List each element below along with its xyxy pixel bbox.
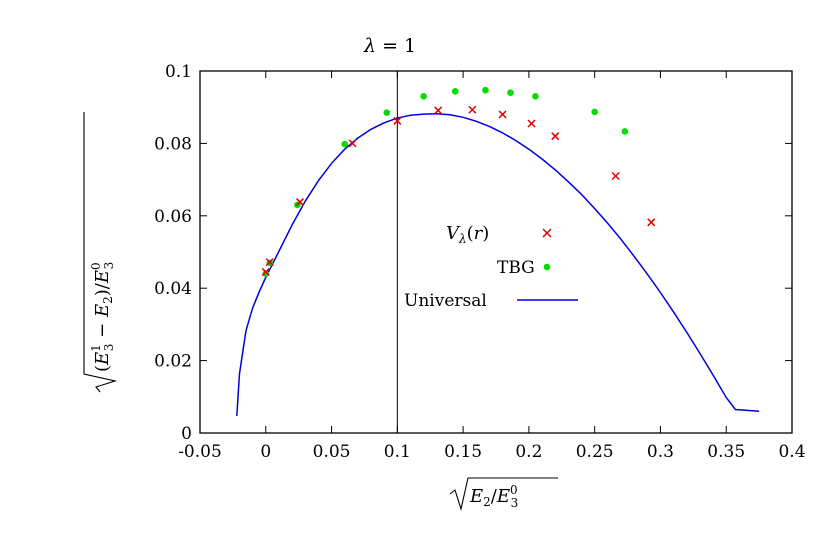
x-axis-ticks <box>199 71 793 433</box>
tbg-point <box>383 109 391 116</box>
v-lambda-point <box>527 119 536 128</box>
y-tick-label: 0.1 <box>165 62 192 82</box>
x-tick-label: 0.2 <box>515 442 542 462</box>
tbg-point <box>482 86 489 94</box>
tbg-point <box>420 93 427 100</box>
y-tick-label: 0 <box>181 424 192 444</box>
v-lambda-point <box>261 267 270 276</box>
y-tick-label: 0.08 <box>154 134 192 154</box>
v-lambda-point <box>295 198 305 207</box>
x-axis-label: E2/E0 3 <box>449 477 558 512</box>
tbg-series <box>262 86 629 278</box>
legend-label-tbg: TBG <box>497 258 535 278</box>
y-axis-ticks <box>200 70 792 434</box>
tbg-point <box>591 108 598 116</box>
tbg-point <box>507 89 514 97</box>
x-tick-label: 0 <box>260 442 271 462</box>
v-lambda-point <box>265 258 274 267</box>
v-lambda-point <box>498 110 507 119</box>
v-lambda-point <box>611 171 620 181</box>
v-lambda-series <box>261 105 656 276</box>
plot-frame <box>199 70 793 434</box>
v-lambda-point <box>647 218 656 227</box>
lambda-annotation: λ = 1 <box>363 35 416 57</box>
legend-marker-v-lambda <box>542 228 552 238</box>
y-axis-tick-labels: 0 0.02 0.04 0.06 0.08 0.1 <box>154 62 192 444</box>
y-tick-label: 0.06 <box>154 207 192 227</box>
x-tick-label: 0.35 <box>707 442 745 462</box>
x-tick-label: -0.05 <box>178 442 222 462</box>
v-lambda-point <box>393 116 402 125</box>
legend-label-v-lambda: Vλ(r) <box>446 223 489 246</box>
x-tick-label: 0.3 <box>647 442 674 462</box>
x-tick-label: 0.25 <box>576 442 614 462</box>
v-lambda-point <box>434 106 443 115</box>
y-tick-label: 0.04 <box>154 279 192 299</box>
x-tick-label: 0.1 <box>384 442 411 462</box>
x-tick-label: 0.15 <box>444 442 482 462</box>
legend: Vλ(r) TBG Universal <box>404 223 578 311</box>
legend-label-universal: Universal <box>404 291 487 311</box>
v-lambda-point <box>551 132 560 141</box>
universal-curve <box>236 112 760 417</box>
tbg-point <box>341 140 349 148</box>
tbg-point <box>532 93 539 100</box>
x-axis-tick-labels: -0.05 0 0.05 0.1 0.15 0.2 0.25 0.3 0.35 0.4 <box>178 442 805 462</box>
x-tick-label: 0.05 <box>313 442 351 462</box>
v-lambda-point <box>468 105 477 114</box>
legend-marker-tbg <box>543 263 551 271</box>
svg-text:(E13 − E2)/E03: (E13 − E2)/E03 <box>89 262 116 372</box>
x-tick-label: 0.4 <box>778 442 805 462</box>
tbg-point <box>451 87 459 95</box>
svg-text:E2/E03: E2/E0 3 <box>469 483 518 510</box>
tbg-point <box>621 128 629 135</box>
v-lambda-point <box>348 139 357 148</box>
y-tick-label: 0.02 <box>154 352 192 372</box>
y-axis-label: (E13 − E2)/E03 <box>83 112 118 393</box>
tbg-point <box>262 270 270 278</box>
